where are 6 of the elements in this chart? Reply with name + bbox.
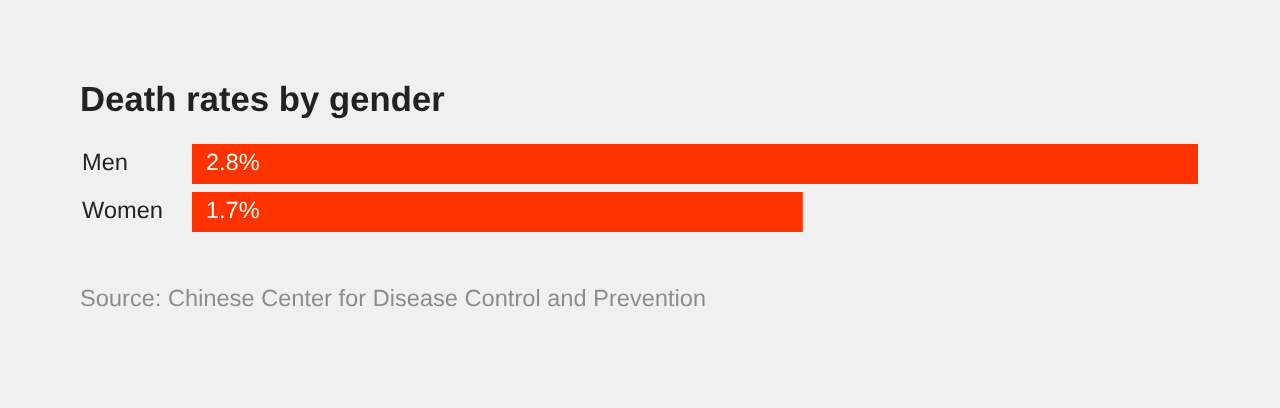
data-label: 1.7% [207, 201, 259, 219]
source-note: Source: Chinese Center for Disease Control and Prevention [81, 288, 705, 307]
y-tick-label: Men [83, 153, 127, 171]
y-tick-label: Women [82, 201, 162, 219]
data-label: 2.8% [207, 153, 259, 171]
chart-title: Death rates by gender [82, 85, 445, 119]
